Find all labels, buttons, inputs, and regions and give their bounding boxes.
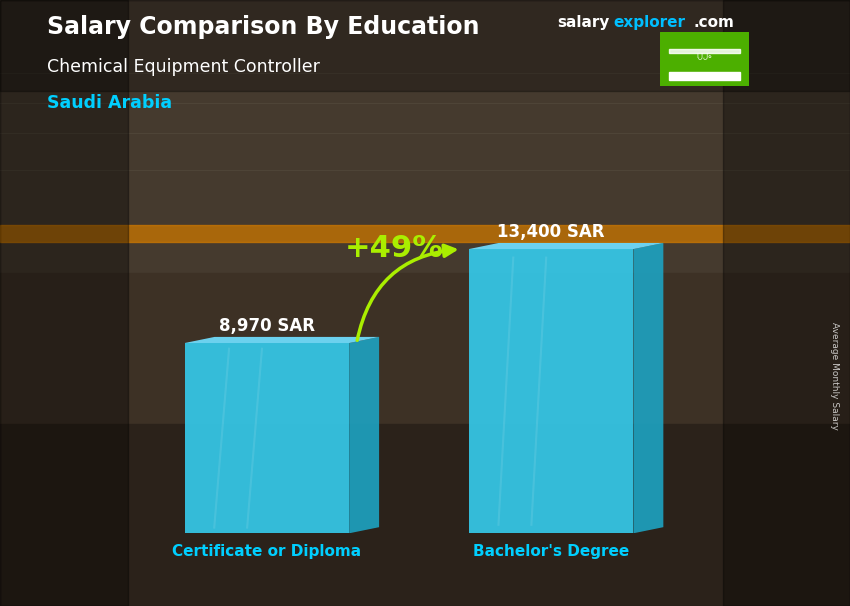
Bar — [0, 0, 128, 606]
Bar — [0, 225, 850, 242]
Text: Salary Comparison By Education: Salary Comparison By Education — [47, 15, 479, 39]
Text: +49%: +49% — [344, 234, 444, 263]
FancyArrowPatch shape — [357, 245, 455, 341]
Text: Bachelor's Degree: Bachelor's Degree — [473, 544, 629, 559]
Text: Saudi Arabia: Saudi Arabia — [47, 94, 172, 112]
Polygon shape — [349, 337, 379, 533]
Text: 8,970 SAR: 8,970 SAR — [219, 316, 314, 335]
Text: Certificate or Diploma: Certificate or Diploma — [173, 544, 361, 559]
Text: الله: الله — [696, 53, 712, 59]
Polygon shape — [469, 249, 633, 533]
Bar — [722, 0, 850, 606]
Polygon shape — [184, 343, 349, 533]
Polygon shape — [184, 337, 379, 343]
Text: .com: .com — [694, 15, 734, 30]
Text: Chemical Equipment Controller: Chemical Equipment Controller — [47, 58, 320, 76]
Bar — [0, 424, 850, 606]
Bar — [668, 49, 740, 53]
Bar — [0, 273, 850, 424]
Text: salary: salary — [557, 15, 609, 30]
Bar — [0, 0, 850, 91]
Polygon shape — [633, 243, 663, 533]
Text: Average Monthly Salary: Average Monthly Salary — [830, 322, 839, 430]
Text: 13,400 SAR: 13,400 SAR — [497, 222, 605, 241]
Bar — [668, 73, 740, 79]
Bar — [0, 0, 850, 273]
Polygon shape — [469, 243, 663, 249]
Text: explorer: explorer — [614, 15, 686, 30]
